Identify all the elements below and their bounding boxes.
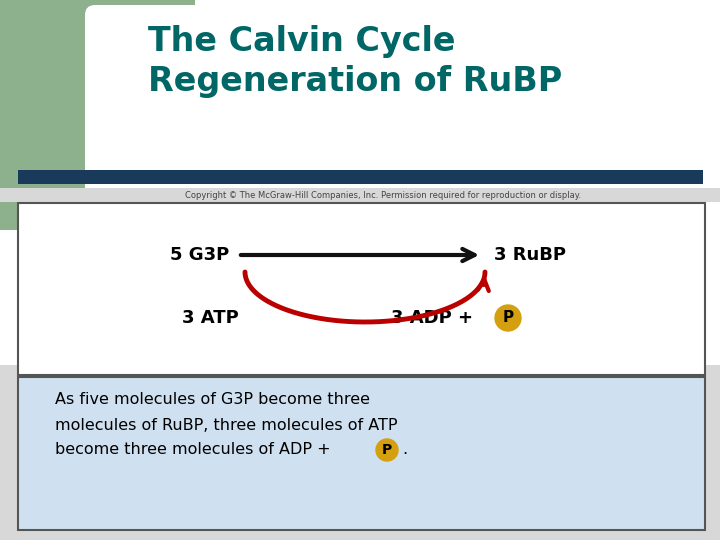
Text: As five molecules of G3P become three: As five molecules of G3P become three (55, 393, 370, 408)
Text: become three molecules of ADP +: become three molecules of ADP + (55, 442, 336, 457)
Text: 3 ADP +: 3 ADP + (391, 309, 479, 327)
FancyBboxPatch shape (18, 377, 705, 530)
Text: molecules of RuBP, three molecules of ATP: molecules of RuBP, three molecules of AT… (55, 417, 397, 433)
Text: P: P (382, 443, 392, 457)
FancyBboxPatch shape (18, 203, 705, 375)
FancyBboxPatch shape (0, 0, 195, 230)
FancyBboxPatch shape (0, 188, 720, 202)
Circle shape (376, 439, 398, 461)
Text: 3 RuBP: 3 RuBP (494, 246, 566, 264)
Circle shape (495, 305, 521, 331)
FancyBboxPatch shape (85, 5, 720, 220)
Text: .: . (402, 442, 407, 457)
FancyBboxPatch shape (0, 0, 720, 365)
FancyBboxPatch shape (18, 170, 703, 184)
Text: P: P (503, 310, 513, 326)
Text: Copyright © The McGraw-Hill Companies, Inc. Permission required for reproduction: Copyright © The McGraw-Hill Companies, I… (185, 191, 581, 200)
Text: Regeneration of RuBP: Regeneration of RuBP (148, 65, 562, 98)
Text: The Calvin Cycle: The Calvin Cycle (148, 25, 456, 58)
Text: 3 ATP: 3 ATP (181, 309, 238, 327)
Text: 5 G3P: 5 G3P (171, 246, 230, 264)
